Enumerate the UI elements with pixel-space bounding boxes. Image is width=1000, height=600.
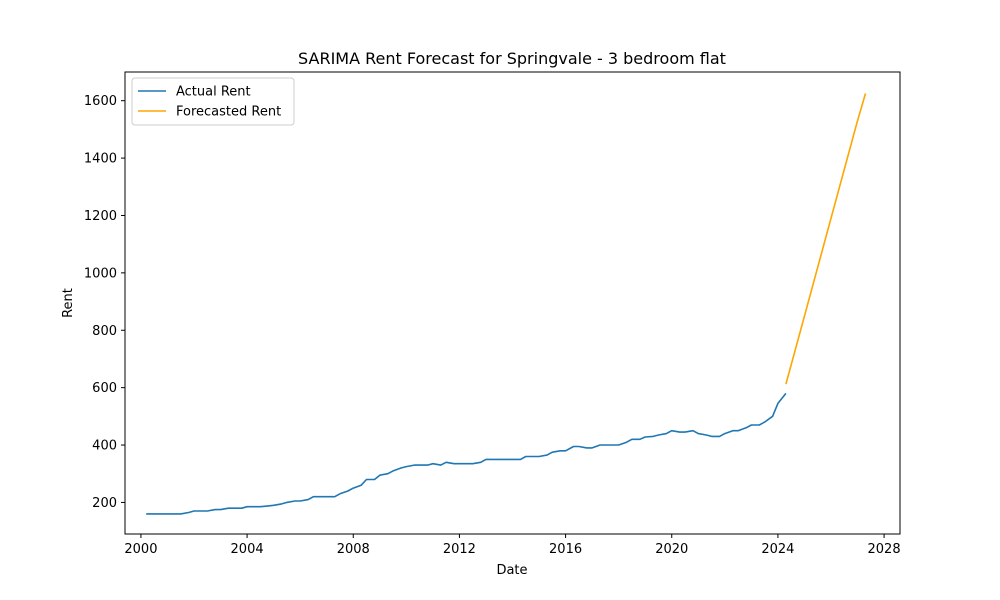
x-tick-label: 2000 bbox=[124, 542, 157, 557]
x-axis-label: Date bbox=[496, 563, 527, 578]
x-tick-label: 2020 bbox=[655, 542, 688, 557]
series-line-actual-rent bbox=[146, 392, 787, 515]
y-tick-label: 1000 bbox=[84, 266, 117, 281]
plot-lines bbox=[146, 93, 867, 515]
chart-title: SARIMA Rent Forecast for Springvale - 3 … bbox=[298, 49, 726, 68]
plot-frame bbox=[124, 71, 901, 535]
y-axis: 200 400 600 800 1000 1200 1400 1600 bbox=[84, 94, 125, 511]
legend-label: Actual Rent bbox=[176, 85, 251, 100]
x-tick-label: 2024 bbox=[761, 542, 794, 557]
x-tick-label: 2008 bbox=[337, 542, 370, 557]
y-tick-label: 1600 bbox=[84, 94, 117, 109]
x-tick-label: 2004 bbox=[231, 542, 264, 557]
y-tick-label: 1200 bbox=[84, 209, 117, 224]
x-tick-label: 2016 bbox=[549, 542, 582, 557]
legend: Actual Rent Forecasted Rent bbox=[131, 77, 295, 126]
y-tick-label: 600 bbox=[92, 381, 117, 396]
legend-box bbox=[131, 77, 295, 126]
x-tick-label: 2012 bbox=[443, 542, 476, 557]
y-axis-label: Rent bbox=[61, 288, 76, 318]
y-tick-label: 200 bbox=[92, 496, 117, 511]
y-tick-label: 800 bbox=[92, 324, 117, 339]
x-tick-label: 2028 bbox=[868, 542, 901, 557]
legend-label: Forecasted Rent bbox=[176, 105, 281, 120]
y-tick-label: 400 bbox=[92, 439, 117, 454]
y-tick-label: 1400 bbox=[84, 152, 117, 167]
series-line-forecasted-rent bbox=[785, 93, 867, 385]
x-axis: 2000 2004 2008 2012 2016 2020 2024 2028 bbox=[124, 534, 901, 557]
